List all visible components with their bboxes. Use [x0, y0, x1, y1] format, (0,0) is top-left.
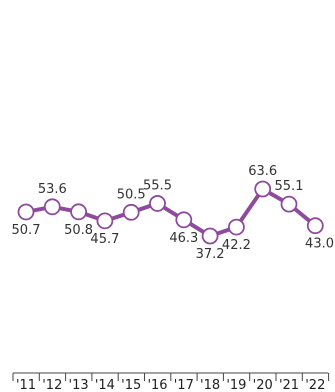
data-point — [254, 180, 272, 198]
data-point — [17, 203, 35, 221]
data-point — [175, 211, 193, 229]
data-label: 37.2 — [196, 247, 225, 262]
x-tick-label: '12 — [42, 378, 62, 392]
x-tick-label: '15 — [121, 378, 141, 392]
x-tick-label: '14 — [95, 378, 115, 392]
data-point — [122, 203, 140, 221]
x-tick-label: '22 — [305, 378, 325, 392]
data-label: 50.8 — [64, 223, 93, 238]
x-tick-label: '21 — [279, 378, 299, 392]
data-label: 45.7 — [90, 232, 119, 247]
data-label: 42.2 — [222, 238, 251, 253]
x-tick-label: '20 — [253, 378, 273, 392]
data-labels: 50.7 53.6 50.845.7 50.555.5 46.337.242.2 63.6… — [12, 164, 334, 262]
x-axis: '11 '12 '13 '14 '15 '16 '17 '18 '19 '20 '21 '22 — [12, 372, 330, 392]
data-point — [280, 195, 298, 213]
data-label: 46.3 — [169, 231, 198, 246]
data-label: 43.0 — [305, 237, 334, 252]
data-label: 55.1 — [275, 179, 304, 194]
data-points — [17, 180, 324, 245]
data-label: 55.5 — [143, 178, 172, 193]
data-point — [227, 218, 245, 236]
data-point — [306, 217, 324, 235]
data-label: 53.6 — [38, 182, 67, 197]
x-tick-label: '11 — [16, 378, 36, 392]
x-tick-label: '17 — [174, 378, 194, 392]
data-label: 50.5 — [117, 187, 146, 202]
x-tick-label: '18 — [200, 378, 220, 392]
data-point — [149, 195, 166, 212]
data-point — [96, 212, 114, 230]
data-point — [43, 198, 61, 216]
x-tick-label: '13 — [69, 378, 89, 392]
data-label: 50.7 — [12, 223, 41, 238]
x-tick-label: '16 — [147, 378, 167, 392]
data-label: 63.6 — [248, 164, 277, 179]
data-point — [201, 227, 219, 245]
data-point — [70, 203, 87, 221]
x-tick-label: '19 — [226, 378, 246, 392]
